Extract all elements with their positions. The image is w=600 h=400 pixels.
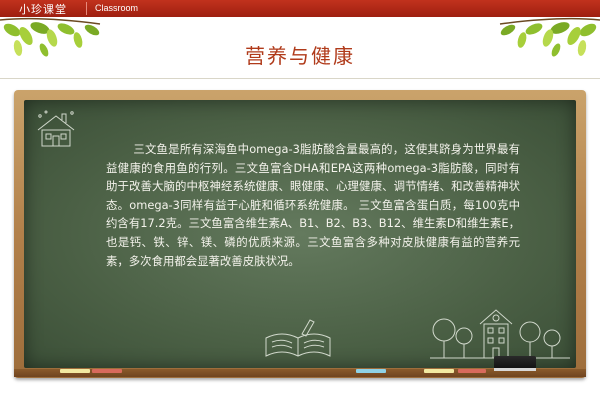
chalk-ledge [14, 369, 586, 377]
title-divider [0, 78, 600, 79]
chalk-blue [356, 369, 386, 373]
house-doodle-icon [37, 110, 75, 147]
chalkboard-paragraph: 三文鱼是所有深海鱼中omega-3脂肪酸含量最高的，这使其跻身为世界最有益健康的… [106, 142, 520, 268]
book-doodle-icon [265, 319, 331, 357]
leaves-left-decoration [0, 17, 101, 57]
page-title: 营养与健康 [245, 44, 355, 68]
top-header-bar: 小珍课堂 Classroom [0, 0, 600, 17]
school-doodle-icon [430, 309, 570, 359]
brand-label[interactable]: 小珍课堂 [19, 2, 67, 16]
chalk-yellow-2 [424, 369, 454, 373]
eraser-icon [494, 356, 536, 371]
chalk-red [92, 369, 122, 373]
chalkboard [24, 100, 576, 368]
chalk-red-2 [458, 369, 486, 373]
leaves-right-decoration [499, 17, 600, 57]
section-label[interactable]: Classroom [95, 3, 139, 13]
header-divider [86, 2, 87, 15]
chalk-yellow [60, 369, 90, 373]
